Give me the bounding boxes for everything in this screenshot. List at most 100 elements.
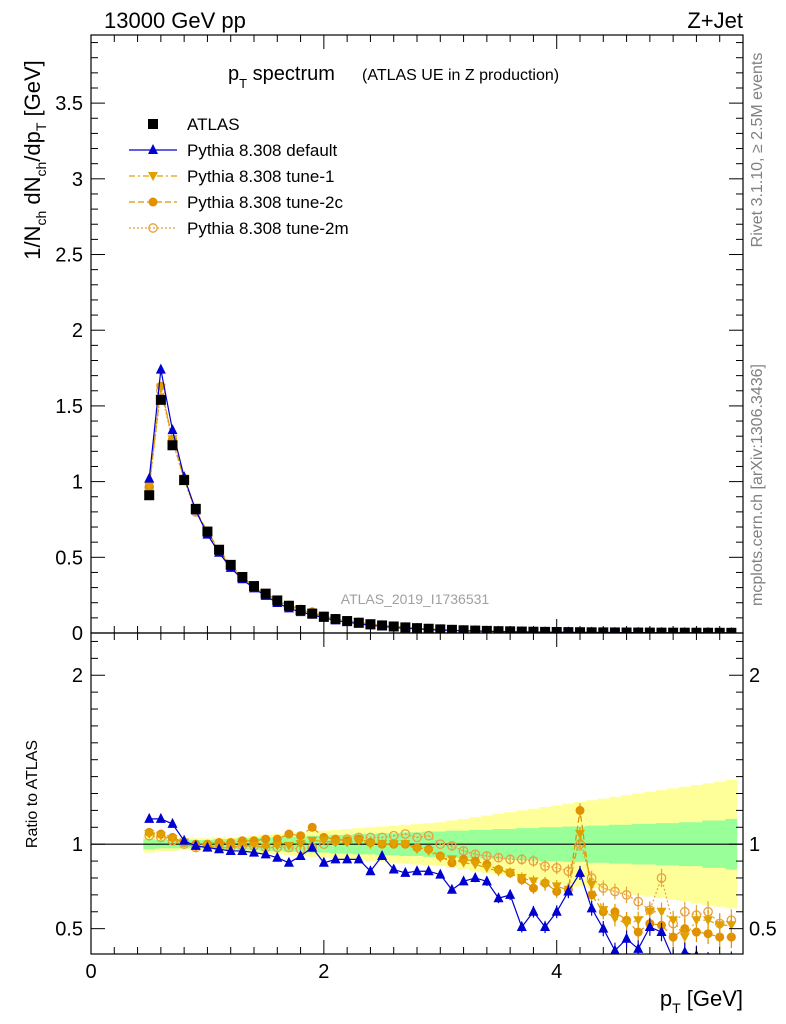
ratio-point — [505, 854, 515, 865]
legend-marker — [148, 144, 158, 154]
ratio-point — [516, 854, 527, 865]
ratio-point — [353, 853, 364, 864]
ratio-point — [284, 829, 294, 839]
ratio-point — [563, 885, 574, 896]
ratio-point — [388, 863, 399, 874]
ratio-point — [540, 880, 551, 890]
ratio-point — [307, 836, 318, 846]
data-point — [353, 617, 364, 628]
data-point — [167, 435, 178, 445]
svg-text:1/Nch dNch/dpT [GeV]: 1/Nch dNch/dpT [GeV] — [20, 60, 49, 260]
data-point — [423, 623, 434, 633]
ratio-point — [342, 853, 353, 864]
legend-entry-pythia-8-308-tune-1: Pythia 8.308 tune-1 — [129, 167, 334, 186]
ratio-point — [726, 921, 737, 931]
main-panel: 0 0.5 1 1.5 2 2.5 3 3.5 pT spectrum (ATLAS UE i… — [20, 34, 744, 645]
ratio-point — [587, 890, 597, 900]
ratio-point — [295, 840, 306, 850]
ratio-point — [726, 932, 736, 942]
ratio-point — [633, 916, 644, 926]
ratio-point — [668, 916, 679, 926]
x-axis-label: pT [GeV] — [660, 986, 743, 1016]
data-point — [214, 544, 225, 555]
ratio-point — [679, 906, 690, 917]
ratio-point — [458, 875, 469, 886]
ratio-point — [691, 916, 702, 926]
ratio-point — [330, 853, 341, 864]
ratio-point — [283, 856, 294, 867]
process-label: Z+Jet — [687, 8, 743, 33]
data-point — [470, 625, 481, 633]
ratio-point — [318, 836, 329, 846]
ratio-axis-ticks: 0.5 0.5 1 1 2 2 0 2 4 — [55, 633, 777, 983]
ratio-point — [703, 956, 713, 966]
ratio-point — [342, 838, 353, 848]
ratio-point — [249, 846, 259, 857]
legend-entry-pythia-8-308-default: Pythia 8.308 default — [129, 141, 338, 160]
ratio-point — [586, 880, 597, 890]
legend-marker — [148, 172, 158, 181]
y-axis-label: 1/Nch dNch/dpT [GeV] — [20, 60, 49, 260]
ratio-point — [516, 920, 527, 931]
ratio-point — [167, 835, 178, 845]
y-tick-label: 0 — [72, 623, 83, 645]
ratio-point — [493, 867, 504, 877]
data-point — [307, 608, 318, 619]
ratio-point — [540, 861, 550, 871]
ratio-point — [644, 907, 655, 917]
ratio-point — [656, 907, 667, 917]
ratio-point — [481, 875, 492, 886]
ratio-point — [388, 840, 399, 850]
ratio-point — [726, 956, 736, 966]
ratio-point — [435, 839, 446, 850]
data-point — [656, 627, 667, 633]
ratio-point — [493, 892, 504, 903]
data-point — [540, 626, 551, 633]
ratio-point — [412, 845, 422, 855]
ratio-point — [412, 832, 422, 843]
legend-entry-pythia-8-308-tune-2c: Pythia 8.308 tune-2c — [129, 193, 343, 212]
ratio-point — [621, 932, 632, 943]
legend-label: Pythia 8.308 tune-1 — [187, 167, 334, 186]
ratio-point — [423, 830, 434, 841]
ratio-point — [668, 932, 678, 942]
ratio-point — [353, 836, 364, 846]
legend-entry-atlas: ATLAS — [148, 115, 240, 134]
ratio-point — [621, 919, 632, 929]
ratio-point — [540, 920, 551, 931]
ratio-point — [598, 922, 609, 933]
ratio-point — [400, 840, 411, 850]
ratio-point — [447, 841, 457, 851]
data-point — [330, 614, 341, 625]
ratio-point — [296, 831, 306, 841]
ratio-point — [202, 841, 213, 852]
data-point — [272, 595, 283, 606]
ratio-y-tick-label-right: 1 — [749, 834, 760, 856]
data-point — [609, 627, 620, 633]
ratio-point — [307, 822, 317, 832]
ratio-point — [214, 843, 225, 854]
data-point — [249, 581, 259, 592]
ratio-point — [481, 863, 492, 873]
ratio-point — [446, 883, 457, 894]
ratio-point — [609, 914, 620, 924]
ratio-point — [610, 886, 620, 897]
ratio-point — [551, 882, 562, 892]
ratio-point — [715, 932, 725, 942]
ratio-point — [656, 873, 667, 883]
ratio-point — [528, 877, 539, 887]
y-tick-label: 0.5 — [55, 547, 83, 569]
ratio-point — [283, 841, 294, 851]
ratio-y-tick-label-right: 2 — [749, 665, 760, 687]
data-point — [144, 490, 155, 501]
ratio-point — [703, 916, 714, 926]
energy-label: 13000 GeV pp — [104, 8, 246, 33]
ratio-point — [551, 862, 562, 873]
y-tick-label: 3.5 — [55, 93, 83, 115]
data-point — [202, 526, 213, 537]
legend-marker — [148, 197, 158, 207]
ratio-point — [656, 926, 667, 937]
legend: ATLAS Pythia 8.308 default Pythia 8.308 tu… — [129, 115, 349, 238]
ratio-y-tick-label: 1 — [72, 834, 83, 856]
data-point — [563, 627, 574, 633]
